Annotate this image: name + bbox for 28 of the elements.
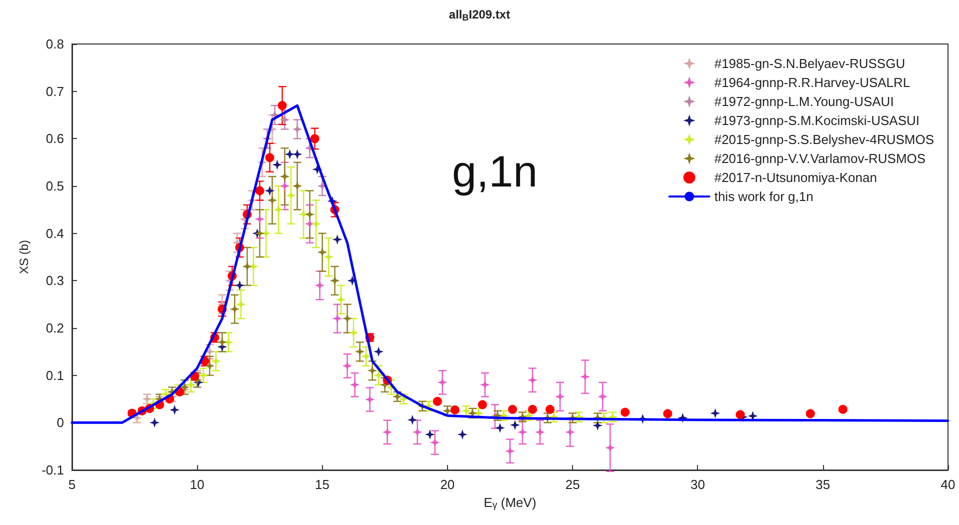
legend-label: #1973-gnnp-S.M.Kocimski-USASUI: [714, 113, 920, 128]
x-tick-label: 25: [565, 477, 580, 492]
y-tick-label: 0.7: [46, 84, 64, 99]
x-tick-label: 40: [940, 477, 956, 492]
y-tick-label: 0.6: [46, 131, 64, 146]
annotation: g,1n: [452, 148, 538, 196]
legend-label: #1972-gnnp-L.M.Young-USAUI: [714, 94, 894, 109]
x-tick-label: 15: [315, 477, 330, 492]
legend-label: #1964-gnnp-R.R.Harvey-USALRL: [714, 75, 910, 90]
x-tick-label: 30: [690, 477, 705, 492]
y-tick-label: 0.5: [46, 178, 64, 194]
legend-label: #2017-n-Utsunomiya-Konan: [714, 170, 877, 185]
y-tick-label: -0.1: [42, 462, 64, 478]
y-tick-label: 0.1: [46, 368, 64, 383]
legend-label: this work for g,1n: [714, 189, 814, 204]
y-tick-label: 0.3: [46, 273, 64, 288]
y-axis-title: XS (b): [17, 240, 31, 274]
x-tick-label: 10: [190, 477, 204, 492]
x-tick-label: 35: [816, 477, 830, 492]
x-tick-label: 5: [68, 477, 76, 492]
legend-label: #1985-gn-S.N.Belyaev-RUSSGU: [714, 56, 906, 71]
y-tick-label: 0.2: [46, 320, 64, 336]
y-tick-label: 0.4: [46, 226, 64, 241]
y-tick-label: 0.8: [46, 36, 64, 52]
x-tick-label: 20: [440, 477, 455, 492]
y-tick-label: 0: [56, 415, 64, 430]
legend-label: #2016-gnnp-V.V.Varlamov-RUSMOS: [714, 151, 926, 166]
legend-label: #2015-gnnp-S.S.Belyshev-4RUSMOS: [714, 132, 934, 147]
